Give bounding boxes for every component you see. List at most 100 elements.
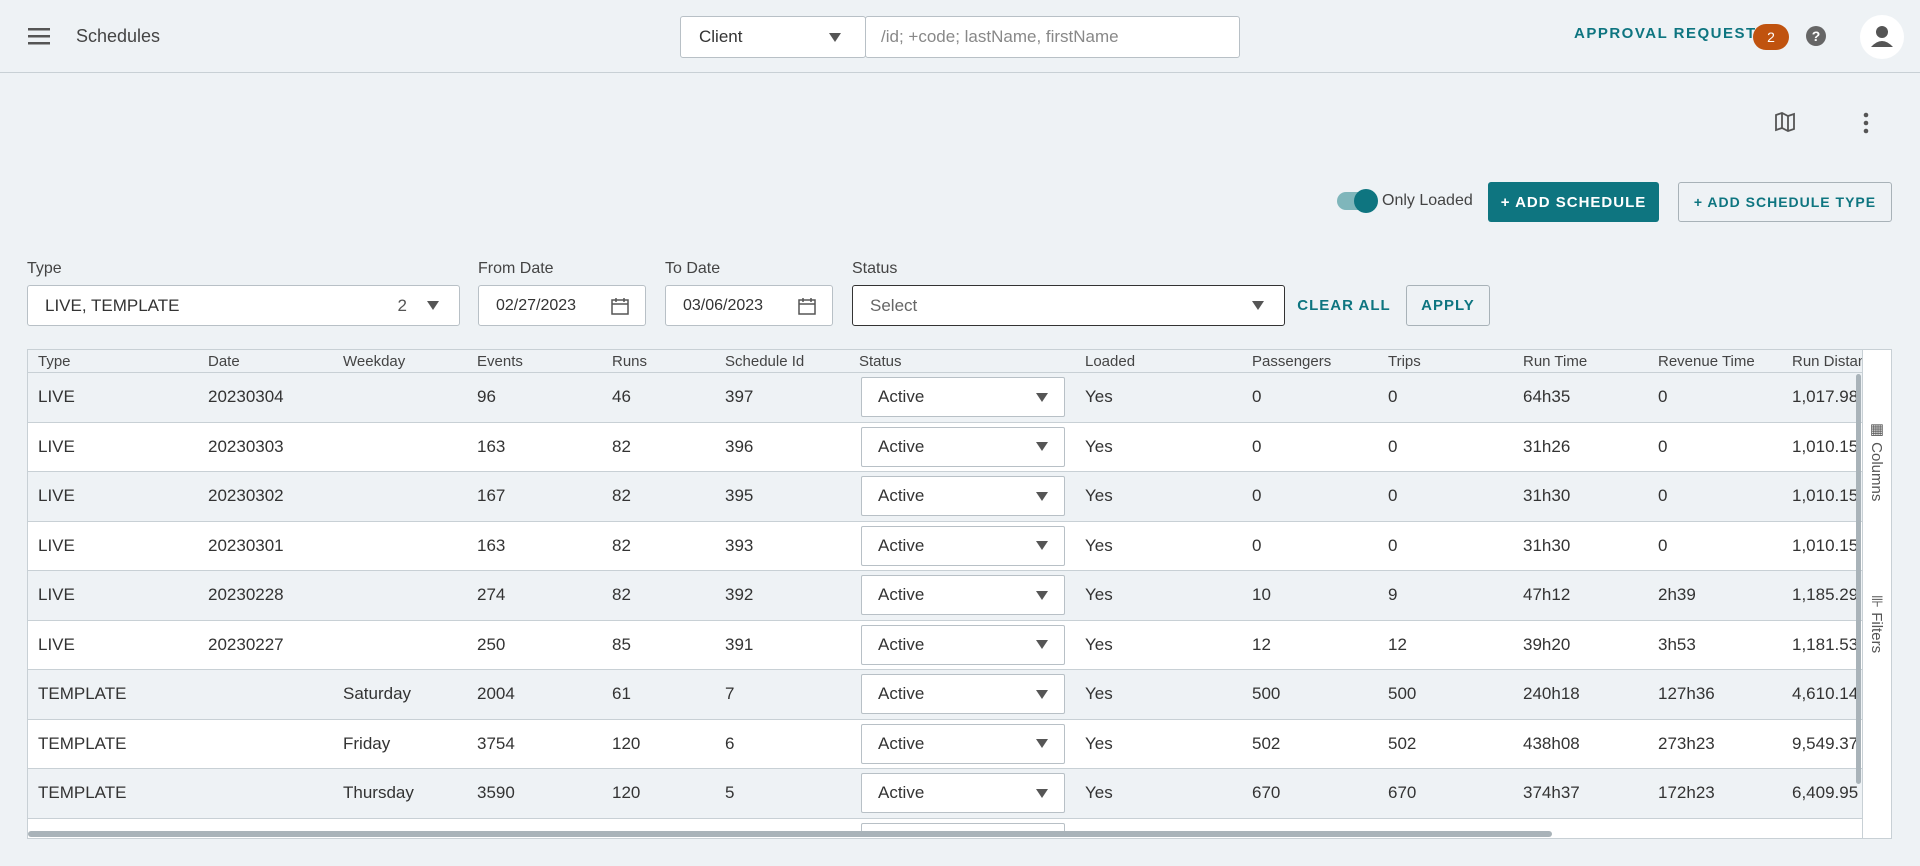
search-input[interactable]: /id; +code; lastName, firstName (865, 16, 1240, 58)
table-cell: 172h23 (1658, 783, 1715, 803)
table-cell: 31h30 (1523, 486, 1571, 506)
horizontal-scrollbar[interactable] (28, 831, 1552, 837)
table-row[interactable]: LIVE 20230228 274 82 392 Active Yes 10 9 47h12 2h3… (28, 571, 1862, 621)
table-row[interactable]: LIVE 20230227 250 85 391 Active Yes 12 12 39h20 3h… (28, 620, 1862, 670)
table-cell: 0 (1388, 535, 1398, 555)
toggle-label: Only Loaded (1382, 192, 1473, 209)
status-dropdown[interactable]: Active (861, 723, 1065, 764)
status-dropdown[interactable]: Active (861, 525, 1065, 566)
status-dropdown[interactable]: Active (861, 377, 1065, 417)
column-header: Run Time (1523, 352, 1588, 370)
column-header: Trips (1388, 352, 1421, 370)
table-cell: 10 (1252, 585, 1271, 605)
table-cell: Yes (1085, 387, 1113, 407)
side-panel: ▦ Columns ⊪ Filters (1862, 350, 1891, 838)
help-icon[interactable]: ? (1805, 25, 1827, 47)
table-row[interactable]: TEMPLATE Friday 3754 120 6 Active Yes 502 502 438… (28, 719, 1862, 769)
vertical-scrollbar[interactable] (1856, 374, 1861, 784)
to-date[interactable]: 03/06/2023 (665, 285, 833, 326)
dropdown-arrow (1036, 541, 1048, 550)
table-cell: 393 (725, 535, 754, 555)
add-schedule-button[interactable]: + ADD SCHEDULE (1488, 182, 1659, 222)
status-dropdown[interactable]: Active (861, 476, 1065, 516)
table-cell: 250 (477, 634, 506, 654)
search-type[interactable]: Client (680, 16, 866, 58)
dropdown-arrow (1036, 491, 1048, 501)
table-cell: 46 (612, 387, 631, 407)
table-cell: 0 (1658, 535, 1668, 555)
table-cell: 1,010.15 (1792, 436, 1859, 456)
table-cell: Yes (1085, 436, 1113, 456)
table-cell: 120 (612, 733, 641, 753)
table-cell: 163 (477, 535, 506, 555)
toggle-knob[interactable] (1354, 189, 1378, 213)
table-cell: 12 (1252, 634, 1271, 654)
column-header: Date (208, 352, 240, 370)
table-cell: 0 (1658, 436, 1668, 456)
status-dropdown[interactable]: Active (861, 575, 1065, 615)
approval-requests[interactable]: APPROVAL REQUESTS (1574, 25, 1769, 42)
table-cell: 6 (725, 733, 735, 753)
table-row[interactable]: TEMPLATE Saturday 2004 61 7 Active Yes 500 500 24… (28, 670, 1862, 720)
table-cell: 4,610.14 (1792, 684, 1859, 704)
table-cell: 0 (1388, 486, 1398, 506)
approval-badge: 2 (1753, 24, 1789, 50)
filter-label: Status (852, 260, 898, 277)
status-dropdown[interactable] (861, 822, 1065, 833)
table-row[interactable]: LIVE 20230304 96 46 397 Active Yes 0 0 64h35 0 1,01… (28, 373, 1862, 423)
type-select[interactable]: LIVE, TEMPLATE 2 (27, 285, 460, 326)
status-select[interactable]: Select (852, 285, 1285, 326)
table-cell: 5 (725, 783, 735, 803)
table-cell: Friday (343, 733, 391, 753)
clear-all-button[interactable]: CLEAR ALL (1297, 297, 1391, 314)
columns-tab[interactable]: ▦ Columns (1868, 420, 1885, 502)
table-cell: 670 (1252, 783, 1281, 803)
dropdown-arrow (1036, 689, 1048, 699)
status-dropdown[interactable]: Active (861, 674, 1065, 714)
dropdown-arrow (1252, 301, 1264, 310)
table-cell: Yes (1085, 684, 1113, 704)
table-cell: 1,185.29 (1792, 585, 1859, 605)
status-dropdown[interactable]: Active (861, 773, 1065, 813)
status-dropdown[interactable]: Active (861, 624, 1065, 665)
table-cell: 20230303 (208, 436, 284, 456)
table-row[interactable]: LIVE 20230303 163 82 396 Active Yes 0 0 31h26 0 1,0… (28, 422, 1862, 472)
header: Schedules Client /id; +code; lastName, f… (0, 0, 1920, 73)
type-count: 2 (397, 295, 407, 315)
table-cell: 20230304 (208, 387, 284, 407)
filter-label: To Date (665, 260, 721, 277)
table-cell: 273h23 (1658, 733, 1715, 753)
table-row[interactable]: TEMPLATE Thursday 3590 120 5 Active Yes 670 670 3… (28, 769, 1862, 819)
avatar[interactable] (1860, 15, 1904, 59)
table-cell: Yes (1085, 733, 1113, 753)
add-schedule-type-button[interactable]: + ADD SCHEDULE TYPE (1678, 182, 1892, 222)
status-dropdown[interactable]: Active (861, 426, 1065, 467)
table-cell: 240h18 (1523, 684, 1580, 704)
table-cell: 0 (1658, 486, 1668, 506)
status-value: Active (878, 684, 925, 703)
table-row[interactable]: LIVE 20230302 167 82 395 Active Yes 0 0 31h30 0 1,0… (28, 472, 1862, 522)
table-cell: 120 (612, 783, 641, 803)
map-icon[interactable] (1774, 112, 1796, 132)
from-date[interactable]: 02/27/2023 (478, 285, 646, 326)
table-cell: 61 (612, 684, 631, 704)
table-cell: 31h30 (1523, 535, 1571, 555)
menu-icon[interactable] (28, 26, 52, 46)
table-cell: 670 (1388, 783, 1417, 803)
table-cell: 20230227 (208, 634, 284, 654)
table-cell: 82 (612, 436, 631, 456)
table-cell: LIVE (38, 387, 75, 407)
table-cell: 0 (1388, 436, 1398, 456)
table-cell: 395 (725, 486, 754, 506)
more-icon[interactable] (1860, 112, 1872, 134)
filters-tab[interactable]: ⊪ Filters (1868, 595, 1885, 654)
search-placeholder: /id; +code; lastName, firstName (881, 27, 1119, 46)
table-cell: 20230228 (208, 585, 284, 605)
table-cell: 500 (1388, 684, 1417, 704)
svg-text:?: ? (1812, 28, 1821, 44)
status-value: Active (878, 535, 925, 555)
table-row[interactable]: LIVE 20230301 163 82 393 Active Yes 0 0 31h30 0 1,0… (28, 521, 1862, 571)
to-date-value: 03/06/2023 (683, 296, 764, 314)
apply-button[interactable]: APPLY (1406, 285, 1490, 326)
type-value: LIVE, TEMPLATE (45, 295, 180, 315)
